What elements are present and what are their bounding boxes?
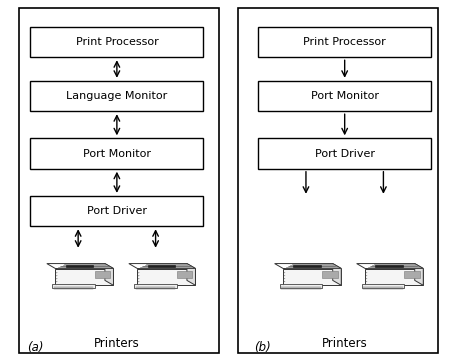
Polygon shape [415,264,423,285]
FancyBboxPatch shape [376,265,403,267]
Text: Printers: Printers [322,336,367,349]
Polygon shape [280,284,323,288]
Text: Port Driver: Port Driver [315,148,375,158]
FancyBboxPatch shape [404,271,420,278]
Polygon shape [138,269,196,285]
FancyBboxPatch shape [238,8,438,353]
Text: Printers: Printers [94,336,140,349]
Polygon shape [55,269,113,285]
Text: Print Processor: Print Processor [75,37,158,47]
FancyBboxPatch shape [323,271,338,278]
Text: Port Driver: Port Driver [87,206,147,216]
Text: (b): (b) [254,341,271,354]
FancyBboxPatch shape [30,138,203,169]
Polygon shape [134,284,177,288]
FancyBboxPatch shape [66,265,93,267]
Polygon shape [362,284,404,288]
Polygon shape [52,284,95,288]
Polygon shape [275,264,341,269]
FancyBboxPatch shape [148,265,175,267]
FancyBboxPatch shape [258,138,431,169]
FancyBboxPatch shape [30,196,203,226]
Polygon shape [187,264,196,285]
FancyBboxPatch shape [30,81,203,111]
FancyBboxPatch shape [293,265,321,267]
Text: Language Monitor: Language Monitor [66,91,168,101]
FancyBboxPatch shape [30,27,203,57]
Polygon shape [129,264,196,269]
Polygon shape [47,264,113,269]
Text: Port Monitor: Port Monitor [83,148,151,158]
Text: (a): (a) [27,341,43,354]
FancyBboxPatch shape [258,81,431,111]
Text: Port Monitor: Port Monitor [311,91,379,101]
FancyBboxPatch shape [258,27,431,57]
Polygon shape [365,269,423,285]
Polygon shape [356,264,423,269]
FancyBboxPatch shape [95,271,110,278]
FancyBboxPatch shape [177,271,192,278]
FancyBboxPatch shape [19,8,219,353]
Polygon shape [105,264,113,285]
Polygon shape [333,264,341,285]
Polygon shape [283,269,341,285]
Text: Print Processor: Print Processor [303,37,386,47]
